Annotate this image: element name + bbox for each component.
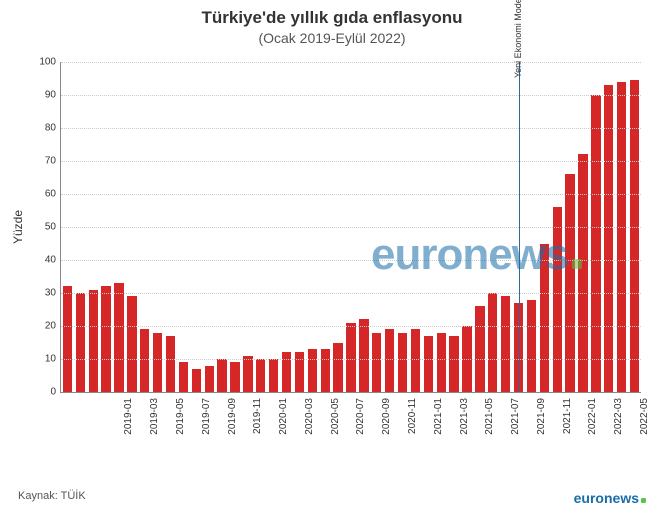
y-tick-label: 100 [32,57,56,68]
gridline [61,95,641,96]
x-tick-label: 2022-03 [613,398,624,458]
x-tick-label: 2019-01 [123,398,134,458]
bar [114,283,123,392]
bar [179,362,188,392]
bar [63,286,72,392]
bar [591,95,600,392]
bar [578,154,587,392]
y-tick-label: 40 [32,255,56,266]
gridline [61,62,641,63]
x-tick-label: 2020-11 [407,398,418,458]
bar [411,329,420,392]
bar [217,359,226,392]
x-tick-label: 2019-11 [252,398,263,458]
bar [630,80,639,392]
chart-title: Türkiye'de yıllık gıda enflasyonu [0,0,664,28]
gridline [61,194,641,195]
bar [372,333,381,392]
y-tick-label: 70 [32,156,56,167]
gridline [61,359,641,360]
bar [359,319,368,392]
x-tick-label: 2021-11 [562,398,573,458]
bar [604,85,613,392]
y-axis-label: Yüzde [11,210,25,244]
annotation-line [519,62,520,392]
x-tick-label: 2021-03 [459,398,470,458]
chart-subtitle: (Ocak 2019-Eylül 2022) [0,30,664,46]
bar [501,296,510,392]
bar [437,333,446,392]
bar [488,293,497,392]
annotation-text: Yeni Ekonomi Modeli [513,0,523,78]
y-tick-label: 20 [32,321,56,332]
x-tick-label: 2020-01 [278,398,289,458]
y-tick-label: 30 [32,288,56,299]
bar [89,290,98,392]
y-tick-label: 10 [32,354,56,365]
gridline [61,293,641,294]
x-tick-label: 2020-03 [304,398,315,458]
plot-area: Yeni Ekonomi Modeli euronews [60,62,641,393]
bar [346,323,355,392]
x-tick-label: 2019-07 [201,398,212,458]
y-tick-label: 50 [32,222,56,233]
chart-container: Türkiye'de yıllık gıda enflasyonu (Ocak … [0,0,664,521]
bar [101,286,110,392]
bar [205,366,214,392]
bar [308,349,317,392]
bar [321,349,330,392]
bar [192,369,201,392]
source-text: Kaynak: TÜİK [18,490,86,502]
y-tick-label: 0 [32,387,56,398]
bar [140,329,149,392]
brand-text: euronews [574,490,639,506]
x-tick-label: 2021-07 [510,398,521,458]
bar [449,336,458,392]
gridline [61,227,641,228]
bar [230,362,239,392]
x-tick-label: 2020-09 [381,398,392,458]
bar [540,244,549,393]
x-tick-label: 2020-05 [330,398,341,458]
brand-footer: euronews [574,490,646,506]
x-tick-label: 2021-01 [433,398,444,458]
x-tick-label: 2021-09 [536,398,547,458]
x-tick-label: 2021-05 [484,398,495,458]
brand-dot-icon [641,498,646,503]
bar [256,359,265,392]
bar [269,359,278,392]
gridline [61,260,641,261]
x-tick-label: 2020-07 [355,398,366,458]
gridline [61,161,641,162]
x-tick-label: 2022-05 [639,398,650,458]
bar [424,336,433,392]
bar [333,343,342,393]
gridline [61,326,641,327]
x-tick-label: 2019-05 [175,398,186,458]
bar [475,306,484,392]
bar [153,333,162,392]
bar [76,293,85,392]
bar [553,207,562,392]
y-tick-label: 60 [32,189,56,200]
bar [243,356,252,392]
bar [385,329,394,392]
x-tick-label: 2022-01 [587,398,598,458]
x-tick-label: 2019-09 [227,398,238,458]
y-tick-label: 80 [32,123,56,134]
bar [527,300,536,392]
bar [166,336,175,392]
bar [398,333,407,392]
x-tick-label: 2019-03 [149,398,160,458]
y-tick-label: 90 [32,90,56,101]
gridline [61,128,641,129]
bar [127,296,136,392]
